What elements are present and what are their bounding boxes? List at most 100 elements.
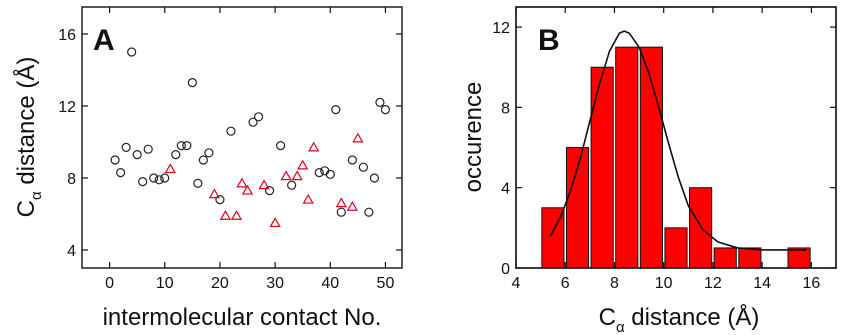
data-point-circle [364,207,374,217]
data-point-triangle [291,170,303,181]
panel-a-ticks: 0 10 20 30 40 50 4 8 12 16 [58,7,402,292]
data-point-circle [160,173,170,183]
panel-b-x-tick-label: 14 [753,275,771,292]
histogram-bar [713,247,737,269]
data-point-circle [154,175,164,185]
panel-a-x-tick-label: 20 [211,275,229,292]
panel-b-x-axis-title-rest: distance (Å) [625,303,760,331]
panel-a-y-tick-label: 4 [67,243,76,260]
histogram-bar [615,46,639,269]
data-point-triangle [308,141,320,152]
panel-a-chart: A 0 10 20 30 40 50 4 8 12 16 intermolecular conta… [12,6,403,331]
data-point-circle [171,150,181,160]
data-point-circle [198,155,208,165]
panel-b-plot-frame-overlay [515,6,837,269]
panel-a-x-tick-label: 10 [156,275,174,292]
panel-a-plot-frame [81,6,403,269]
data-point-triangle [258,179,270,190]
histogram-bar [664,227,688,269]
data-point-triangle [236,177,248,188]
data-point-circle [143,144,153,154]
panel-a-x-tick-label: 40 [321,275,339,292]
data-point-circle [193,178,203,188]
panel-a-data-points [110,47,391,228]
data-point-circle [253,112,264,122]
data-point-circle [336,207,346,217]
panel-a-x-tick-label: 30 [266,275,284,292]
data-point-circle [380,104,391,115]
data-point-circle [358,162,368,172]
panel-b-x-tick-label: 8 [610,275,619,292]
panel-a-y-axis-title-main: C [13,200,40,217]
panel-a-y-tick-label: 12 [58,99,76,116]
histogram-bar [590,66,614,269]
data-point-circle [264,186,275,196]
data-point-circle [347,155,357,165]
histogram-bar [689,187,713,269]
panel-b-x-axis-title-sub: α [616,319,625,335]
panel-b-y-axis-title: occurence [460,82,487,193]
data-point-triangle [241,184,254,195]
panel-a-y-tick-label: 16 [58,27,76,44]
histogram-bar [787,247,811,269]
data-point-triangle [230,209,243,220]
data-point-triangle [297,159,309,170]
data-point-circle [215,195,225,205]
data-point-circle [276,141,286,151]
panel-b-bars [541,46,811,269]
data-point-circle [176,141,186,151]
data-point-circle [226,126,236,136]
data-point-circle [187,77,197,88]
panel-a-x-axis-title: intermolecular contact No. [103,304,382,331]
data-point-circle [116,168,126,178]
panel-a-y-tick-label: 8 [67,171,76,188]
data-point-circle [287,180,297,190]
data-point-circle [369,173,380,183]
data-point-triangle [352,132,364,143]
data-point-circle [127,47,137,57]
panel-b-x-axis-title: Cα distance (Å) [599,303,760,335]
panel-a-x-tick-label: 50 [377,275,395,292]
data-point-triangle [346,200,358,211]
data-point-circle [110,155,120,165]
panel-a-y-axis-title-rest: distance (Å) [12,57,40,192]
panel-b-x-tick-label: 16 [802,275,820,292]
panel-a-letter: A [93,24,115,57]
panel-b-y-tick-label: 12 [492,20,510,37]
data-point-triangle [302,193,314,204]
data-point-circle [325,169,335,179]
data-point-circle [132,150,142,160]
histogram-bar [738,247,762,269]
data-point-triangle [269,217,281,228]
panel-b-y-tick-label: 4 [501,181,510,198]
panel-b-x-tick-label: 6 [561,275,570,292]
data-point-circle [149,173,159,183]
data-point-triangle [280,170,292,181]
panel-a-y-axis-title: Cα distance (Å) [12,57,45,218]
panel-b-letter: B [538,24,560,57]
panel-b-x-tick-label: 10 [655,275,673,292]
data-point-triangle [208,188,221,199]
data-point-circle [121,142,131,152]
panel-b-gaussian-fit-curve [549,30,807,251]
panel-b-y-tick-label: 8 [501,100,510,117]
panel-b-x-axis-title-main: C [599,304,616,331]
data-point-circle [375,97,385,108]
panel-a-x-tick-label: 0 [105,275,114,292]
data-point-triangle [164,163,176,174]
data-point-circle [204,148,214,158]
data-point-circle [182,141,192,151]
panel-b-x-tick-label: 12 [704,275,722,292]
panel-a-y-axis-title-sub: α [28,191,45,200]
data-point-triangle [219,209,232,220]
panel-b-x-tick-label: 4 [512,275,521,292]
data-point-circle [138,177,148,187]
data-point-circle [314,168,324,178]
data-point-circle [248,117,258,127]
panel-b-y-tick-label: 0 [501,261,510,278]
data-point-circle [331,104,341,115]
data-point-triangle [335,197,347,208]
